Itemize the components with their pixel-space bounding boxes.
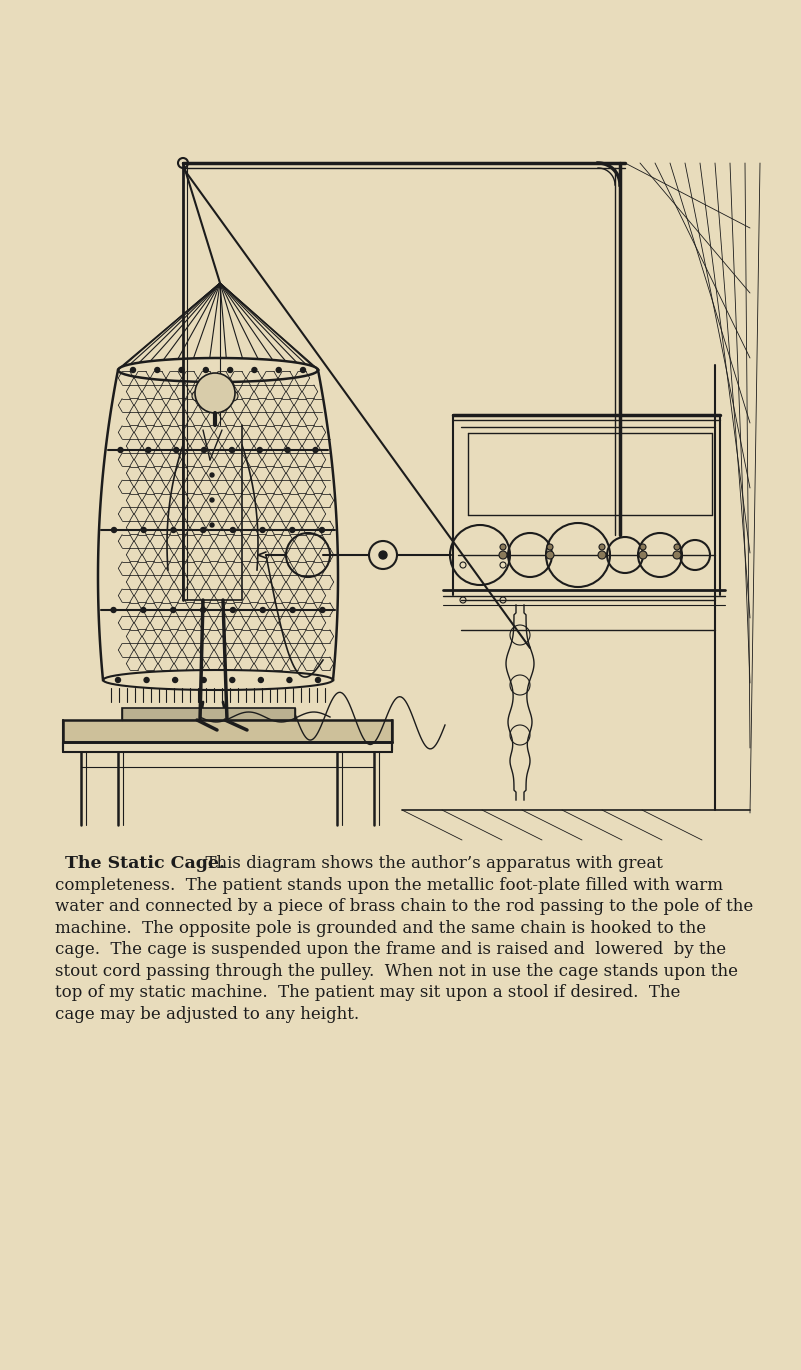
Text: machine.  The opposite pole is grounded and the same chain is hooked to the: machine. The opposite pole is grounded a… <box>55 919 706 937</box>
Circle shape <box>141 527 147 533</box>
Circle shape <box>173 678 178 682</box>
Circle shape <box>202 448 207 452</box>
Text: The Static Cage.: The Static Cage. <box>65 855 225 871</box>
Circle shape <box>210 499 214 501</box>
Circle shape <box>195 373 235 412</box>
Circle shape <box>131 367 135 373</box>
Circle shape <box>260 607 265 612</box>
Circle shape <box>229 448 235 452</box>
Circle shape <box>200 607 206 612</box>
Circle shape <box>210 523 214 527</box>
Circle shape <box>179 367 184 373</box>
Text: cage.  The cage is suspended upon the frame and is raised and  lowered  by the: cage. The cage is suspended upon the fra… <box>55 941 727 958</box>
Circle shape <box>500 544 506 549</box>
Circle shape <box>228 390 238 401</box>
Circle shape <box>231 607 235 612</box>
Circle shape <box>146 448 151 452</box>
Circle shape <box>171 607 175 612</box>
Circle shape <box>210 473 214 477</box>
Circle shape <box>674 544 680 549</box>
Text: completeness.  The patient stands upon the metallic foot-plate filled with warm: completeness. The patient stands upon th… <box>55 877 723 893</box>
Text: stout cord passing through the pulley.  When not in use the cage stands upon the: stout cord passing through the pulley. W… <box>55 963 738 980</box>
Circle shape <box>259 678 264 682</box>
Circle shape <box>260 527 265 533</box>
Circle shape <box>115 678 120 682</box>
Circle shape <box>369 541 397 569</box>
Bar <box>122 708 295 721</box>
Circle shape <box>141 607 146 612</box>
Circle shape <box>598 551 606 559</box>
Circle shape <box>257 448 262 452</box>
Circle shape <box>276 367 281 373</box>
Circle shape <box>673 551 681 559</box>
Circle shape <box>155 367 159 373</box>
Circle shape <box>546 551 554 559</box>
Text: This diagram shows the author’s apparatus with great: This diagram shows the author’s apparatu… <box>195 855 663 871</box>
Circle shape <box>227 367 232 373</box>
Circle shape <box>118 448 123 452</box>
Circle shape <box>379 551 387 559</box>
Circle shape <box>203 367 208 373</box>
Circle shape <box>111 607 116 612</box>
Text: cage may be adjusted to any height.: cage may be adjusted to any height. <box>55 1006 359 1022</box>
Circle shape <box>640 544 646 549</box>
Text: water and connected by a piece of brass chain to the rod passing to the pole of : water and connected by a piece of brass … <box>55 897 753 915</box>
Circle shape <box>599 544 605 549</box>
Circle shape <box>231 527 235 533</box>
Circle shape <box>547 544 553 549</box>
Bar <box>63 721 392 743</box>
Circle shape <box>499 551 507 559</box>
Circle shape <box>111 527 116 533</box>
Circle shape <box>252 367 257 373</box>
Circle shape <box>144 678 149 682</box>
Circle shape <box>320 607 325 612</box>
Circle shape <box>174 448 179 452</box>
Circle shape <box>639 551 647 559</box>
Circle shape <box>313 448 318 452</box>
Circle shape <box>320 527 324 533</box>
Circle shape <box>171 527 176 533</box>
Circle shape <box>287 678 292 682</box>
Circle shape <box>285 448 290 452</box>
Circle shape <box>200 527 206 533</box>
Circle shape <box>300 367 305 373</box>
Circle shape <box>192 390 202 401</box>
Circle shape <box>316 678 320 682</box>
Circle shape <box>201 678 206 682</box>
Text: top of my static machine.  The patient may sit upon a stool if desired.  The: top of my static machine. The patient ma… <box>55 984 680 1001</box>
Circle shape <box>290 527 295 533</box>
Circle shape <box>290 607 295 612</box>
Circle shape <box>230 678 235 682</box>
